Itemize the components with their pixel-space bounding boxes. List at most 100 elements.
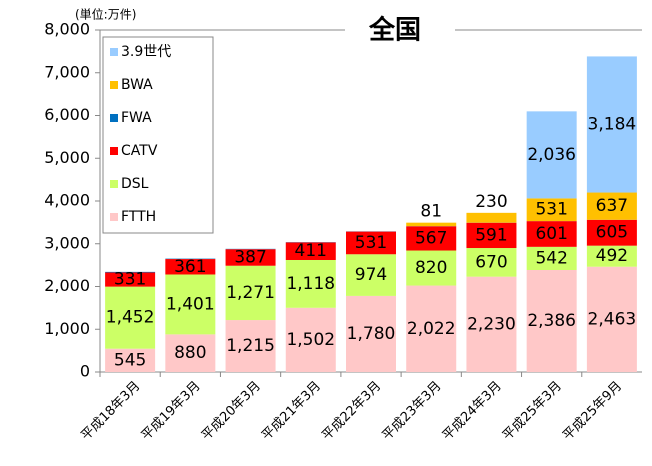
legend-label: BWA bbox=[121, 77, 153, 93]
bar-segment bbox=[586, 219, 637, 246]
legend-swatch bbox=[110, 81, 118, 89]
legend-label: DSL bbox=[121, 176, 149, 192]
bar-segment bbox=[406, 226, 457, 251]
data-label: 1,452 bbox=[106, 308, 155, 328]
x-tick-label: 平成19年3月 bbox=[139, 379, 204, 444]
bar-segment bbox=[466, 248, 517, 277]
bar-segment bbox=[586, 266, 637, 372]
bar-segment bbox=[466, 212, 517, 223]
bar-segment bbox=[225, 320, 276, 372]
x-tick-label: 平成21年3月 bbox=[259, 379, 324, 444]
bar-segment bbox=[406, 250, 457, 286]
bar-segment bbox=[225, 249, 276, 266]
legend-label: FTTH bbox=[121, 209, 156, 225]
bar-segment bbox=[586, 56, 637, 193]
data-label: 361 bbox=[174, 257, 206, 277]
x-tick-label: 平成18年3月 bbox=[78, 379, 143, 444]
bar-segment bbox=[346, 295, 396, 372]
data-label: 545 bbox=[114, 350, 146, 370]
bar-segment bbox=[466, 222, 517, 249]
bar-segment bbox=[105, 272, 156, 287]
data-label: 1,118 bbox=[286, 274, 335, 294]
bar-segment bbox=[586, 192, 637, 220]
bar-segment bbox=[406, 222, 457, 227]
data-label: 605 bbox=[596, 223, 628, 243]
data-label: 492 bbox=[596, 246, 628, 266]
data-label: 601 bbox=[535, 224, 567, 244]
y-tick-label: 8,000 bbox=[44, 20, 90, 39]
data-label: 2,022 bbox=[407, 319, 456, 339]
bar-segment bbox=[285, 242, 336, 260]
x-tick-label: 平成24年3月 bbox=[440, 379, 505, 444]
bar-segment bbox=[526, 221, 577, 247]
bar-segment bbox=[586, 245, 637, 267]
x-tick-label: 平成20年3月 bbox=[199, 379, 264, 444]
y-tick-label: 4,000 bbox=[44, 191, 90, 210]
data-label: 411 bbox=[295, 241, 327, 261]
legend-label: 3.9世代 bbox=[121, 44, 171, 60]
bar-segment bbox=[225, 265, 276, 321]
y-tick-label: 6,000 bbox=[44, 105, 90, 124]
y-tick-label: 7,000 bbox=[44, 62, 90, 81]
bar-segment bbox=[526, 246, 577, 270]
bar-segment bbox=[165, 274, 216, 335]
bar-segment bbox=[105, 271, 156, 273]
bar-segment bbox=[526, 269, 577, 372]
legend: 3.9世代 BWA FWA CATV DSL FTTH bbox=[102, 36, 214, 234]
data-label: 531 bbox=[535, 200, 567, 220]
data-label: 1,271 bbox=[226, 283, 275, 303]
bar-segment bbox=[105, 348, 156, 372]
unit-label: (単位:万件) bbox=[75, 7, 136, 22]
data-label: 670 bbox=[475, 252, 507, 272]
x-tick-label: 平成23年3月 bbox=[380, 379, 445, 444]
data-label: 3,184 bbox=[588, 114, 637, 134]
bar-segment bbox=[165, 334, 216, 372]
bar-segment bbox=[165, 259, 216, 275]
y-tick-label: 1,000 bbox=[44, 319, 90, 338]
y-tick-label: 3,000 bbox=[44, 233, 90, 252]
data-label: 230 bbox=[475, 192, 507, 212]
bar-segment bbox=[105, 286, 156, 349]
x-tick-label: 平成22年3月 bbox=[319, 379, 384, 444]
legend-swatch bbox=[110, 147, 118, 155]
bar-segment bbox=[406, 285, 457, 372]
bar-segment bbox=[526, 198, 577, 222]
legend-swatch bbox=[110, 180, 118, 188]
data-label: 2,386 bbox=[527, 311, 576, 331]
data-label: 974 bbox=[355, 265, 387, 285]
legend-swatch bbox=[110, 48, 118, 56]
x-tick-label: 平成25年3月 bbox=[500, 379, 565, 444]
bar-segment bbox=[466, 276, 517, 372]
data-label: 1,401 bbox=[166, 294, 215, 314]
data-label: 820 bbox=[415, 258, 447, 278]
data-label: 2,230 bbox=[467, 314, 516, 334]
bar-segment bbox=[526, 111, 577, 199]
data-label: 1,215 bbox=[226, 336, 275, 356]
legend-swatch bbox=[110, 114, 118, 122]
data-label: 542 bbox=[535, 248, 567, 268]
x-tick-label: 平成25年9月 bbox=[560, 379, 625, 444]
data-label: 2,036 bbox=[527, 145, 576, 165]
bar-segment bbox=[285, 259, 336, 308]
bar-segment bbox=[285, 307, 336, 372]
data-label: 81 bbox=[420, 202, 442, 222]
bar-segment bbox=[346, 231, 396, 255]
data-label: 591 bbox=[475, 225, 507, 245]
data-label: 331 bbox=[114, 270, 146, 290]
y-tick-label: 2,000 bbox=[44, 276, 90, 295]
data-label: 387 bbox=[234, 247, 266, 267]
legend-box bbox=[102, 36, 214, 234]
legend-label: FWA bbox=[121, 110, 152, 126]
bar-segment bbox=[346, 254, 396, 296]
y-tick-label: 0 bbox=[80, 362, 90, 381]
legend-swatch bbox=[110, 213, 118, 221]
data-label: 637 bbox=[596, 196, 628, 216]
data-label: 567 bbox=[415, 228, 447, 248]
data-label: 2,463 bbox=[588, 309, 637, 329]
data-label: 1,502 bbox=[286, 330, 335, 350]
data-label: 531 bbox=[355, 233, 387, 253]
legend-label: CATV bbox=[121, 143, 158, 159]
data-label: 1,780 bbox=[347, 324, 396, 344]
chart-title: 全国 bbox=[368, 15, 421, 46]
